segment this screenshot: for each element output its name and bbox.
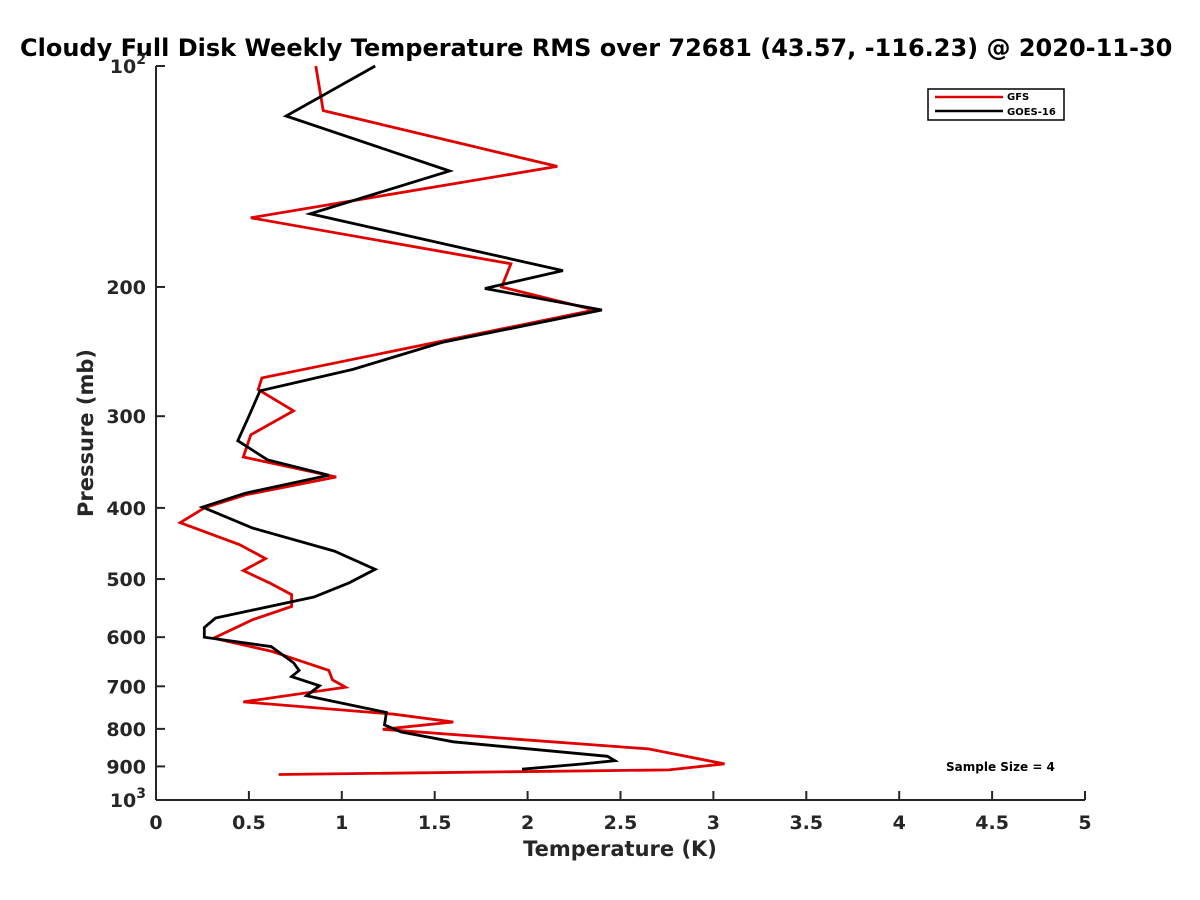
- legend-label-goes16: GOES-16: [1007, 107, 1056, 118]
- y-tick-label: 200: [106, 277, 146, 299]
- legend: GFS GOES-16: [927, 88, 1065, 121]
- x-tick-label: 1.5: [418, 812, 452, 834]
- x-axis-label: Temperature (K): [523, 837, 717, 861]
- x-tick-label: 2.5: [604, 812, 638, 834]
- x-tick-label: 3: [707, 812, 720, 834]
- x-tick-label: 1: [335, 812, 348, 834]
- x-tick-label: 4: [893, 812, 906, 834]
- y-tick-label: 500: [106, 569, 146, 591]
- chart-title: Cloudy Full Disk Weekly Temperature RMS …: [20, 34, 1172, 62]
- legend-label-gfs: GFS: [1007, 92, 1029, 103]
- x-tick-label: 5: [1078, 812, 1091, 834]
- y-tick-label: 400: [106, 498, 146, 520]
- y-tick-label: 102: [110, 52, 146, 78]
- x-tick-label: 2: [521, 812, 534, 834]
- sample-size-annotation: Sample Size = 4: [946, 760, 1055, 774]
- x-tick-label: 0: [149, 812, 162, 834]
- y-tick-label: 600: [106, 627, 146, 649]
- plot-area: [156, 66, 1085, 800]
- y-tick-label: 300: [106, 406, 146, 428]
- y-tick-label: 800: [106, 719, 146, 741]
- x-tick-label: 3.5: [789, 812, 823, 834]
- y-tick-label: 700: [106, 676, 146, 698]
- y-ticks: 102 200 300 400 500 600 700 800 900 103: [106, 52, 165, 812]
- y-axis-label: Pressure (mb): [74, 349, 98, 517]
- x-ticks: 0 0.5 1 1.5 2 2.5 3 3.5 4 4.5 5: [149, 791, 1092, 834]
- y-tick-label: 900: [106, 756, 146, 778]
- series-lines: [177, 64, 725, 776]
- legend-box: [927, 88, 1065, 121]
- series-line-goes16: [198, 64, 620, 771]
- x-tick-label: 0.5: [232, 812, 266, 834]
- x-tick-label: 4.5: [975, 812, 1009, 834]
- y-tick-label: 103: [110, 786, 146, 812]
